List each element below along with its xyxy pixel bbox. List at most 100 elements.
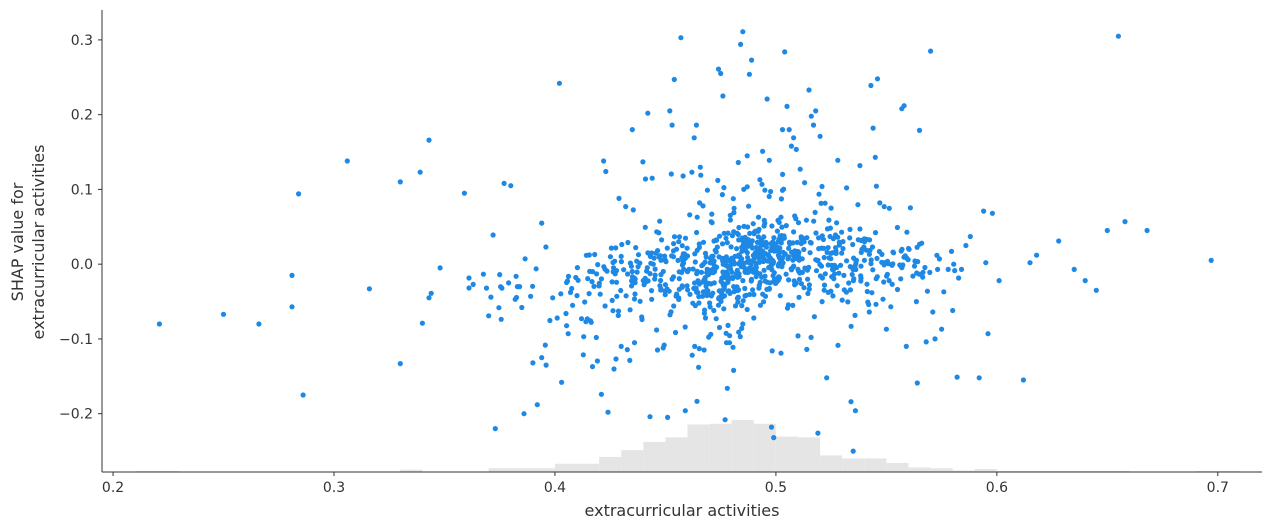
data-point: [824, 249, 830, 255]
data-point: [840, 239, 846, 245]
data-point: [847, 235, 853, 241]
data-point: [848, 399, 854, 405]
data-point: [904, 229, 910, 235]
data-point: [770, 273, 776, 279]
y-axis-label-line-2: extracurricular activities: [29, 145, 48, 340]
data-point: [716, 295, 722, 301]
data-point: [256, 321, 262, 327]
data-point: [802, 180, 808, 186]
data-point: [645, 110, 651, 116]
data-point: [530, 360, 536, 366]
histogram-bar: [775, 436, 798, 472]
data-point: [589, 279, 595, 285]
data-point: [806, 87, 812, 93]
histogram-bar: [820, 455, 843, 472]
data-point: [437, 265, 443, 271]
data-point: [793, 216, 799, 222]
x-tick-label: 0.5: [765, 480, 787, 496]
data-point: [850, 266, 856, 273]
data-point: [811, 314, 818, 320]
data-point: [666, 288, 672, 294]
data-point: [690, 266, 696, 272]
data-point: [951, 261, 957, 267]
data-point: [894, 286, 901, 293]
data-point: [618, 343, 624, 349]
data-point: [741, 260, 747, 266]
data-point: [547, 317, 553, 324]
data-point: [890, 261, 896, 267]
data-point: [703, 279, 709, 285]
data-point: [776, 255, 783, 261]
data-point: [916, 127, 923, 133]
data-point: [839, 297, 845, 303]
data-point: [650, 261, 656, 267]
data-point: [791, 135, 797, 141]
data-point: [983, 260, 989, 266]
data-point: [635, 252, 642, 258]
data-point: [881, 279, 887, 285]
data-point: [521, 411, 527, 417]
data-point: [745, 224, 751, 230]
data-point: [822, 200, 828, 206]
data-point: [417, 169, 423, 175]
data-point: [706, 334, 712, 340]
data-point: [296, 191, 302, 197]
data-point: [866, 251, 873, 257]
data-point: [722, 417, 728, 423]
data-point: [731, 367, 737, 373]
data-point: [522, 256, 528, 262]
data-point: [461, 190, 467, 196]
data-point: [760, 258, 767, 265]
data-point: [913, 299, 920, 305]
data-point: [756, 259, 762, 265]
data-point: [786, 127, 792, 133]
data-point: [696, 294, 702, 300]
data-point: [711, 280, 717, 286]
data-point: [581, 334, 587, 340]
histogram-bar: [665, 437, 688, 472]
data-point: [696, 346, 702, 352]
data-point: [720, 261, 726, 267]
data-point: [631, 296, 638, 302]
data-point: [721, 230, 727, 236]
data-point: [734, 246, 740, 252]
data-point: [783, 271, 789, 277]
data-point: [711, 258, 717, 264]
data-point: [821, 287, 827, 293]
data-point: [795, 333, 801, 339]
data-point: [849, 271, 855, 278]
data-point: [806, 282, 813, 288]
data-point: [623, 293, 629, 299]
data-point: [657, 218, 663, 224]
data-point: [716, 324, 723, 331]
data-point: [658, 277, 664, 284]
data-point: [864, 288, 870, 295]
data-point: [780, 249, 786, 255]
data-point: [570, 302, 576, 308]
data-point: [706, 267, 712, 273]
data-point: [819, 233, 825, 239]
data-point: [499, 285, 505, 291]
data-point: [682, 408, 688, 414]
data-point: [647, 271, 653, 277]
data-point: [664, 245, 670, 251]
data-point: [861, 244, 867, 250]
data-point: [684, 283, 690, 289]
data-point: [732, 303, 739, 309]
data-point: [564, 323, 570, 329]
data-point: [791, 278, 797, 284]
data-point: [692, 343, 698, 349]
data-point: [618, 259, 625, 265]
data-point: [778, 214, 784, 220]
data-point: [874, 255, 880, 261]
histogram-bar: [886, 462, 909, 472]
data-point: [707, 304, 713, 310]
data-point: [822, 271, 828, 277]
data-point: [573, 274, 579, 281]
data-point: [786, 254, 792, 260]
data-point: [811, 218, 817, 224]
data-point: [808, 113, 814, 119]
data-point: [952, 268, 958, 274]
data-point: [939, 326, 945, 332]
